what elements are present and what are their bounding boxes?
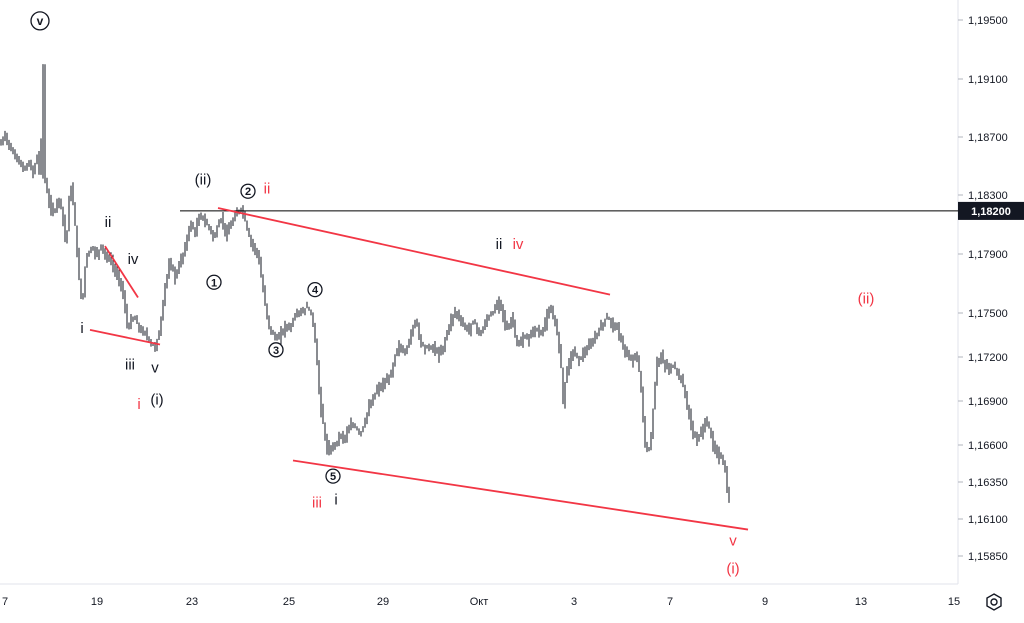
y-tick-label: 1,16900 [968, 396, 1008, 408]
wave-label: iv [513, 236, 524, 253]
wave-label-circle [206, 274, 222, 290]
x-tick-label: 23 [186, 596, 198, 608]
wedge-lower-line [89, 328, 161, 346]
wave-label: v [151, 359, 159, 376]
wave-label: 5 [330, 471, 336, 483]
wave-label: (ii) [195, 171, 212, 188]
wave-label: (i) [726, 561, 739, 578]
x-tick-label: 13 [855, 596, 867, 608]
wave-label-circle [325, 468, 341, 484]
wave-label: ii [496, 236, 503, 253]
wave-label: (ii) [858, 290, 875, 307]
y-tick-label: 1,18300 [968, 190, 1008, 202]
y-tick-label: 1,18700 [968, 132, 1008, 144]
wave-label: v [37, 14, 44, 28]
x-tick-label: 15 [948, 596, 960, 608]
x-tick-label: 25 [283, 596, 295, 608]
wave-label: 2 [245, 186, 251, 198]
y-tick-label: 1,15850 [968, 551, 1008, 563]
y-tick-label: 1,17900 [968, 249, 1008, 261]
wave-labels: Cviiiviiiivi(i)(ii)2ii1345iiiiiiiv(ii)v(… [30, 11, 875, 578]
x-axis-ticks: 7 19 23 25 29 Окт 3 7 9 13 15 [2, 596, 960, 608]
wave-label: 1 [211, 277, 217, 289]
settings-button[interactable] [983, 591, 1005, 613]
x-tick-label: 19 [91, 596, 103, 608]
current-price-tag: 1,18200 [958, 201, 1024, 220]
wave-label: i [80, 320, 83, 337]
y-axis-ticks: 1,19500 1,19100 1,18700 1,18300 1,17900 1,175… [958, 15, 1008, 563]
wave-label-circle [240, 183, 256, 199]
wave-label: iii [312, 495, 322, 512]
y-tick-label: 1,17200 [968, 352, 1008, 364]
wave-label: (i) [150, 392, 163, 409]
wave-label: v [729, 533, 737, 550]
price-bars [0, 64, 730, 503]
y-tick-label: 1,16100 [968, 514, 1008, 526]
x-tick-label: 7 [667, 596, 673, 608]
current-price-box [958, 201, 1024, 220]
x-tick-label: 3 [571, 596, 577, 608]
y-tick-label: 1,19500 [968, 15, 1008, 27]
lower-channel-line [292, 459, 749, 531]
x-tick-label: 29 [377, 596, 389, 608]
upper-channel-line [217, 207, 611, 296]
y-tick-label: 1,19100 [968, 74, 1008, 86]
wave-label: iv [128, 251, 139, 268]
wave-label: ii [105, 214, 112, 231]
wave-label-circle [30, 11, 50, 31]
wave-label: 3 [273, 345, 279, 357]
y-tick-label: 1,16350 [968, 477, 1008, 489]
trend-lines [89, 207, 960, 531]
gear-icon [986, 593, 1002, 611]
x-tick-label: 7 [2, 596, 8, 608]
x-tick-label: Окт [470, 596, 489, 608]
wave-label-circle [307, 281, 323, 298]
y-tick-label: 1,17500 [968, 308, 1008, 320]
wave-label: i [137, 396, 140, 413]
wave-label: iii [125, 357, 135, 374]
wave-label: ii [264, 180, 271, 197]
y-tick-label: 1,16600 [968, 440, 1008, 452]
wedge-upper-line [104, 245, 139, 299]
wave-label: 4 [312, 285, 319, 297]
current-price-label: 1,18200 [971, 206, 1011, 218]
x-tick-label: 9 [762, 596, 768, 608]
wave-label-circle [268, 342, 284, 358]
wave-label: i [334, 492, 337, 509]
